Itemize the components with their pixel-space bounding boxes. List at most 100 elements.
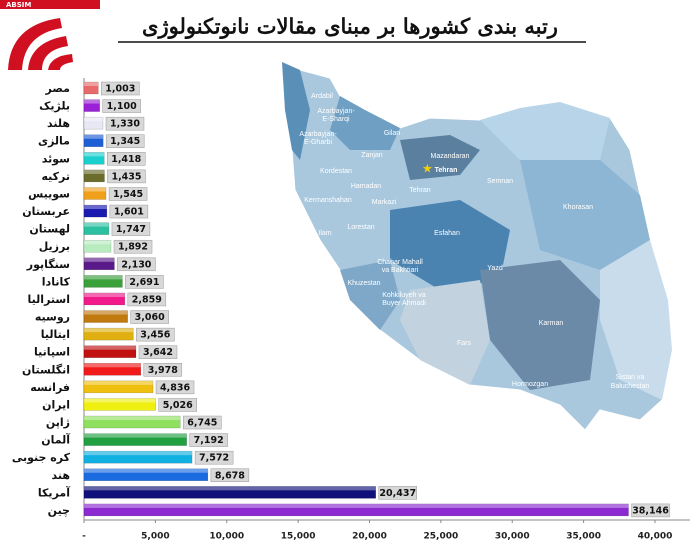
value-label: 1,747 bbox=[116, 224, 146, 235]
y-tick-label: مصر bbox=[45, 82, 71, 95]
chart-title: رتبه بندی کشورها بر مبنای مقالات نانوتکن… bbox=[142, 14, 558, 40]
bar-shine bbox=[84, 82, 99, 86]
y-tick-label: آلمان bbox=[41, 433, 70, 447]
map-label: Kohkiluyeh va bbox=[382, 292, 426, 299]
bar bbox=[83, 327, 134, 341]
bar-shine bbox=[84, 328, 134, 333]
value-label: 1,003 bbox=[105, 84, 135, 95]
bar bbox=[83, 433, 187, 446]
value-label-box bbox=[158, 398, 197, 412]
bar bbox=[83, 415, 181, 429]
bar bbox=[83, 292, 126, 306]
x-tick-label: - bbox=[82, 532, 86, 542]
value-label-box bbox=[117, 257, 156, 272]
value-label-box bbox=[631, 503, 670, 518]
value-label-box bbox=[210, 468, 250, 483]
bar-shine bbox=[84, 99, 100, 104]
bar-shine bbox=[84, 398, 156, 403]
map-label: Tehran bbox=[409, 187, 431, 194]
map-label: Ilam bbox=[318, 230, 331, 237]
map-label: Sistan va bbox=[616, 374, 645, 381]
bar bbox=[83, 204, 108, 218]
map-label: Hormozgan bbox=[512, 381, 548, 388]
y-tick-label: بلژیک bbox=[39, 100, 70, 113]
value-label-box bbox=[138, 345, 178, 359]
bar bbox=[83, 380, 154, 394]
value-label: 7,572 bbox=[199, 453, 229, 464]
value-label: 2,859 bbox=[132, 294, 162, 305]
value-label-box bbox=[105, 134, 145, 148]
y-tick-label: سوئد bbox=[42, 152, 70, 165]
value-label-box bbox=[378, 486, 417, 500]
map-labels: Ardabil Azarbayjan- E-Sharqi Azarbayjan-… bbox=[299, 93, 649, 390]
map-label: Markazi bbox=[372, 199, 397, 206]
x-tick-label: 30,000 bbox=[495, 532, 530, 542]
bar bbox=[83, 503, 629, 517]
map-label: E-Gharbi bbox=[304, 139, 332, 146]
value-label-box bbox=[102, 99, 141, 113]
value-label: 3,456 bbox=[140, 330, 170, 341]
value-label-box bbox=[143, 363, 183, 377]
value-label-box bbox=[109, 204, 149, 219]
value-label: 3,642 bbox=[143, 347, 173, 358]
bar bbox=[83, 363, 142, 376]
map-label: Fars bbox=[457, 340, 472, 347]
value-label-box bbox=[155, 380, 195, 395]
value-label-box bbox=[194, 450, 234, 465]
map-label: Khorasan bbox=[563, 204, 593, 211]
value-label: 20,437 bbox=[379, 488, 416, 499]
value-label-box bbox=[101, 81, 140, 96]
map-label: Mazandaran bbox=[431, 153, 470, 160]
bar bbox=[83, 99, 100, 112]
bar-shine bbox=[84, 222, 109, 227]
bar-shine bbox=[84, 451, 193, 456]
y-tick-label: سنگاپور bbox=[26, 258, 70, 271]
y-tick-label: لهستان bbox=[29, 223, 70, 236]
bar bbox=[83, 468, 209, 482]
value-label: 7,192 bbox=[194, 435, 224, 446]
y-tick-label: روسیه bbox=[35, 311, 70, 324]
value-label-box bbox=[183, 415, 222, 430]
value-label-box bbox=[106, 152, 146, 166]
bar-shine bbox=[84, 134, 104, 139]
value-label: 2,130 bbox=[121, 259, 151, 270]
y-tick-label: سوییس bbox=[28, 187, 70, 200]
logo-text: ABSIM bbox=[6, 1, 31, 9]
map-label: Ardabil bbox=[311, 93, 333, 100]
map-label: Buyer Ahmadi bbox=[382, 300, 426, 307]
map-label: va Bakhtiari bbox=[382, 267, 419, 274]
y-tick-label: ایتالیا bbox=[41, 328, 70, 341]
bar bbox=[83, 239, 112, 253]
value-label: 1,435 bbox=[111, 171, 141, 182]
y-tick-label: اسپانیا bbox=[34, 346, 70, 359]
map-label: Kordestan bbox=[320, 168, 352, 175]
bar-shine bbox=[84, 416, 181, 421]
value-label: 3,978 bbox=[148, 365, 178, 376]
value-label: 1,892 bbox=[118, 242, 148, 253]
value-label-box bbox=[111, 222, 151, 236]
map-label: Tehran bbox=[435, 167, 458, 174]
y-tick-label: مالزی bbox=[38, 135, 70, 148]
bar bbox=[83, 310, 128, 323]
bar bbox=[83, 398, 156, 411]
value-label: 4,836 bbox=[160, 382, 190, 393]
value-label: 1,601 bbox=[114, 207, 144, 218]
y-tick-label: برزیل bbox=[39, 240, 70, 253]
map-label: Semnan bbox=[487, 178, 513, 185]
value-label-box bbox=[125, 275, 164, 289]
bar bbox=[83, 222, 110, 235]
value-label-box bbox=[130, 310, 169, 324]
bar bbox=[83, 345, 137, 358]
capital-star: ★ bbox=[422, 162, 433, 176]
y-tick-label: ژاپن bbox=[46, 416, 70, 429]
value-label-box bbox=[105, 116, 145, 131]
value-label: 1,545 bbox=[113, 189, 143, 200]
bar bbox=[83, 81, 99, 95]
value-label: 1,330 bbox=[110, 119, 140, 130]
bar bbox=[83, 275, 123, 288]
x-tick-label: 35,000 bbox=[566, 532, 601, 542]
map-label: Azarbayjan- bbox=[299, 131, 337, 138]
map-label: Khuzestan bbox=[347, 280, 380, 287]
bar bbox=[83, 134, 104, 147]
